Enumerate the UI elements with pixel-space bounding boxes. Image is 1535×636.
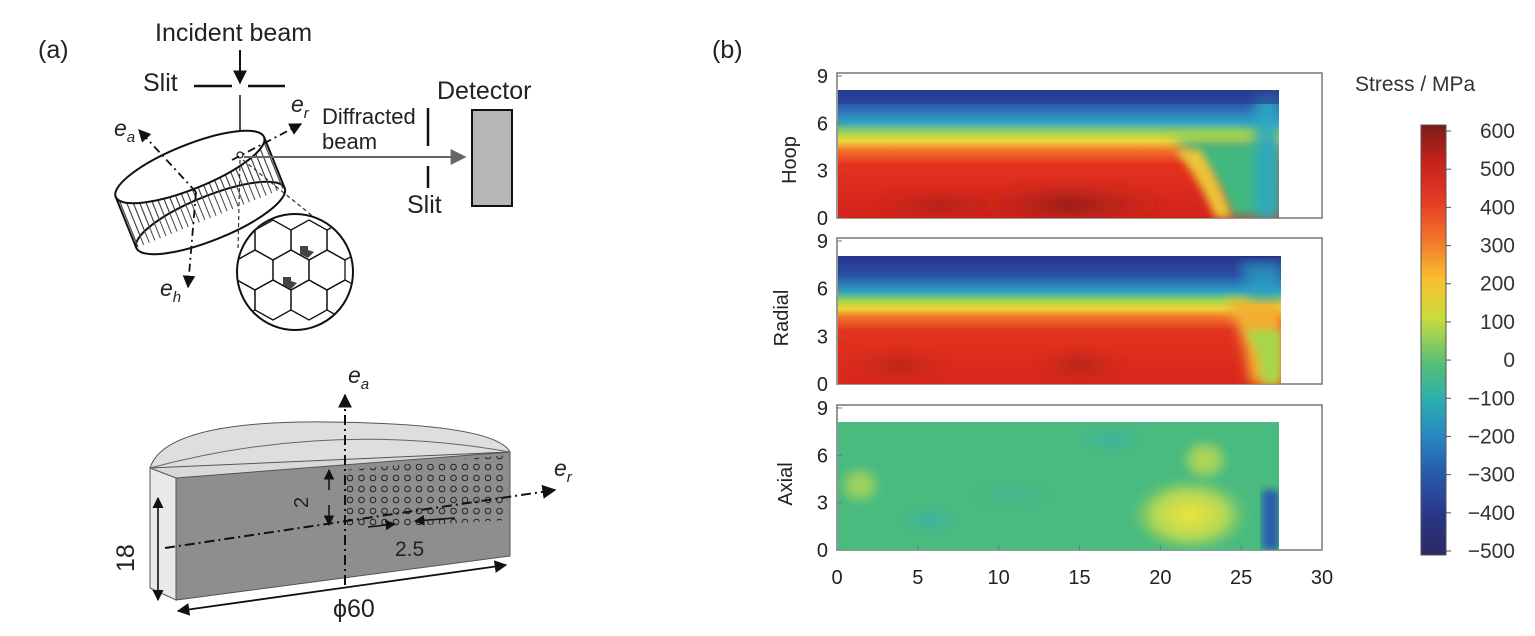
y-tick-label: 6 (817, 113, 828, 135)
colorbar-title: Stress / MPa (1355, 73, 1476, 96)
axis-ea-small (138, 129, 197, 193)
colorbar-tick-label: −100 (1468, 387, 1515, 410)
colorbar-tick-label: 0 (1503, 349, 1515, 372)
dim-diameter-label: ϕ60 (333, 595, 375, 623)
axis-er-label: er (291, 91, 310, 122)
axis-ea-large-label: ea (348, 362, 369, 393)
dim-h-right (413, 515, 456, 526)
y-tick-label: 3 (817, 326, 828, 348)
zoom-line-left (237, 159, 241, 251)
panel-a-label: (a) (38, 36, 69, 64)
axis-er-large (164, 484, 557, 549)
x-tick-label: 25 (1230, 567, 1252, 589)
colorbar-tick-label: −500 (1468, 540, 1515, 563)
colorbar (1420, 124, 1447, 556)
colorbar-tick-label: 500 (1480, 158, 1515, 181)
axis-er-large-label: er (554, 455, 573, 486)
y-tick-label: 0 (817, 208, 828, 230)
dim-h-left (367, 519, 397, 531)
colorbar-tick-label: 100 (1480, 311, 1515, 334)
map-axial-ylabel: Axial (775, 462, 797, 505)
colorbar-ticks: 600 500 400 300 200 100 0 −100 −200 −300 −400 −500 (1446, 120, 1515, 563)
y-tick-label: 3 (817, 161, 828, 183)
x-tick-label: 10 (988, 567, 1010, 589)
map-radial: Radial (771, 237, 1323, 385)
y-tick-label: 9 (817, 398, 828, 420)
diffracted-label-2: beam (322, 129, 377, 154)
axis-ea-label: ea (114, 115, 135, 146)
x-tick-label: 20 (1149, 567, 1171, 589)
grain-circle (236, 213, 354, 331)
specimen-half-cylinder (149, 421, 511, 601)
map-hoop-ylabel: Hoop (779, 136, 801, 184)
slit-top-label: Slit (143, 69, 178, 97)
panel-b: (b) Hoop (712, 36, 1515, 589)
x-tick-label: 15 (1068, 567, 1090, 589)
y-tick-label: 6 (817, 279, 828, 301)
colorbar-tick-label: −400 (1468, 502, 1515, 525)
panel-b-label: (b) (712, 36, 743, 64)
map-axial: Axial (775, 404, 1323, 551)
colorbar-tick-label: −200 (1468, 425, 1515, 448)
detector-box (471, 109, 513, 207)
x-ticks: 0 5 10 15 20 25 30 (831, 545, 1333, 589)
colorbar-tick-label: −300 (1468, 464, 1515, 487)
dim-h-label: 2.5 (395, 538, 424, 561)
colorbar-tick-label: 300 (1480, 235, 1515, 258)
dim-v-label: 2 (291, 497, 313, 508)
y-tick-label: 0 (817, 374, 828, 396)
x-tick-label: 0 (831, 567, 842, 589)
x-tick-label: 30 (1311, 567, 1333, 589)
map-hoop: Hoop (779, 72, 1323, 219)
gauge-volume (236, 151, 244, 159)
x-tick-label: 5 (912, 567, 923, 589)
colorbar-tick-label: 400 (1480, 196, 1515, 219)
axis-eh-label: eh (160, 275, 181, 306)
detector-label: Detector (437, 77, 531, 105)
incident-beam-label: Incident beam (155, 19, 312, 47)
sample-cylinder (114, 129, 287, 256)
y-tick-label: 6 (817, 445, 828, 467)
colorbar-tick-label: 600 (1480, 120, 1515, 143)
colorbar-tick-label: 200 (1480, 273, 1515, 296)
panel-a: (a) Incident beam Slit ea eh er Diffract… (38, 19, 573, 623)
dim-diameter-line (176, 560, 508, 616)
y-tick-label: 3 (817, 493, 828, 515)
dim-height-label: 18 (112, 544, 140, 572)
slit-bottom-label: Slit (407, 191, 442, 219)
diffracted-label-1: Diffracted (322, 104, 416, 129)
y-tick-label: 9 (817, 66, 828, 88)
y-tick-label: 0 (817, 540, 828, 562)
axis-eh-small (182, 191, 197, 289)
axis-er-small (231, 123, 303, 161)
y-tick-label: 9 (817, 231, 828, 253)
map-radial-ylabel: Radial (771, 290, 793, 347)
